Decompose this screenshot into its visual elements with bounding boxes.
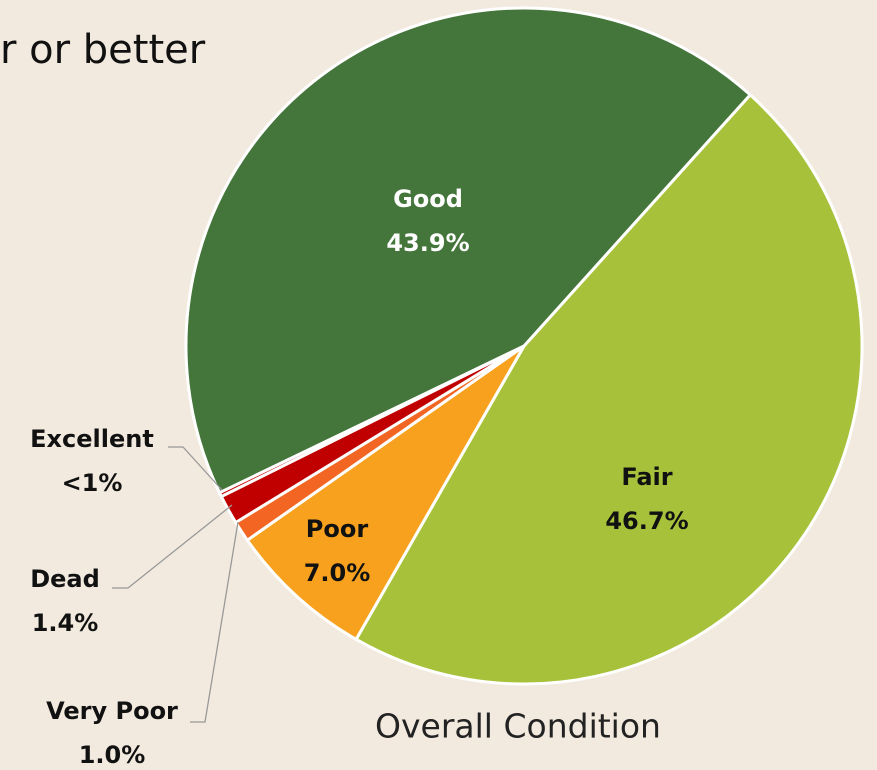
pie-slice: [245, 344, 526, 642]
slice-value-label: 46.7%: [605, 507, 688, 535]
slice-label: Very Poor: [46, 697, 178, 725]
slice-label: Good: [393, 185, 463, 213]
slice-value-label: 7.0%: [304, 559, 371, 587]
chart-title: Overall Condition: [375, 707, 661, 746]
pie-slice: [184, 6, 753, 495]
slice-label: Fair: [621, 463, 672, 491]
slice-label: Dead: [30, 565, 100, 593]
slice-label: Excellent: [30, 425, 154, 453]
leader-line: [112, 504, 233, 589]
slice-label: Poor: [306, 515, 369, 543]
slice-value-label: 1.4%: [32, 609, 99, 637]
slice-value-label: 43.9%: [386, 229, 469, 257]
pie-slice: [354, 92, 864, 686]
slide-heading: r or better: [0, 27, 206, 73]
leader-line: [190, 521, 239, 723]
leader-line: [168, 446, 223, 491]
slice-value-label: 1.0%: [79, 741, 146, 769]
slice-value-label: <1%: [62, 469, 123, 497]
